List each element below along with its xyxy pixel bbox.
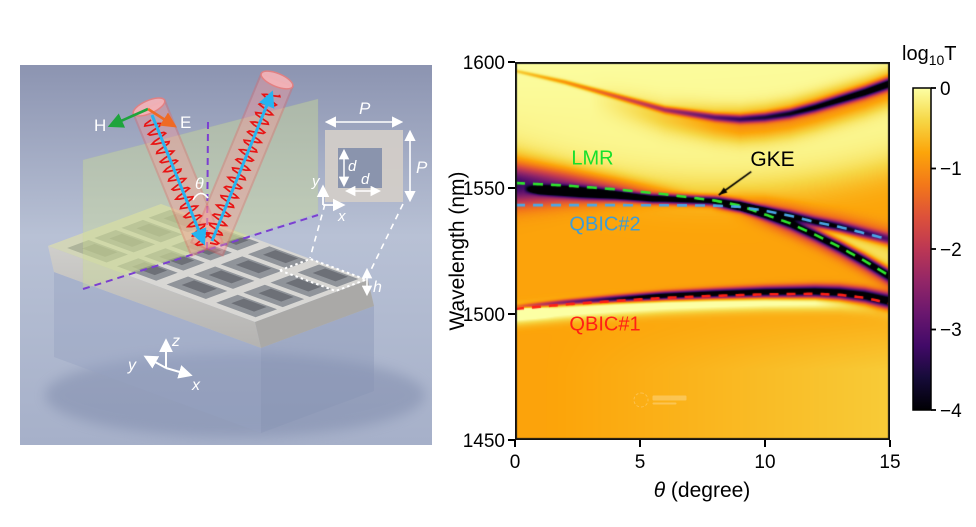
k-arrow-incident: [150, 114, 207, 246]
inset-connector-left-dashed: [309, 203, 326, 259]
xtick-15: 15: [879, 452, 900, 473]
inset-x-label: x: [337, 208, 346, 225]
ytick-1450: 1450: [463, 431, 505, 452]
cbtick-m2: −2: [940, 240, 962, 261]
plane-surface-trace-dashed: [82, 214, 319, 290]
watermark: [633, 392, 687, 408]
xtick-5: 5: [635, 452, 646, 473]
thickness-label: h: [373, 279, 382, 296]
air-hole-floor: [285, 278, 321, 292]
H-label: H: [94, 116, 106, 135]
slab-axes: z x y: [127, 333, 201, 394]
colorbar-title: log10T: [902, 43, 957, 68]
colorbar-ticks: [931, 87, 936, 411]
air-hole-floor: [231, 298, 267, 312]
slab-front-left-face: [48, 246, 261, 348]
k-arrow-reflected: [210, 90, 275, 242]
x-axis-label: θ (degree): [654, 479, 751, 502]
y-axis-ticks: [508, 61, 515, 441]
air-hole-floor: [312, 268, 348, 282]
ytick-1600: 1600: [463, 53, 505, 74]
air-hole-floor: [208, 270, 244, 284]
cbtick-m3: −3: [940, 320, 962, 341]
structure-schematic: H E θ P P d d y x h: [20, 65, 432, 445]
air-hole-floor: [181, 280, 217, 294]
watermark-text-blur: [652, 395, 687, 405]
period-label-right: P: [416, 158, 428, 177]
inset-axes: y x: [311, 173, 346, 225]
photonic-crystal-slab: [48, 204, 374, 348]
colorbar: [912, 87, 932, 411]
slab-green-tint-region: [48, 204, 247, 274]
cbtick-m1: −1: [940, 159, 962, 180]
efield-wave-incident: [143, 119, 212, 247]
air-hole-floor: [235, 260, 272, 274]
d-label-horizontal: d: [361, 171, 370, 188]
E-label: E: [180, 113, 191, 132]
inset-y-label: y: [311, 173, 321, 190]
d-label-vertical: d: [348, 158, 357, 175]
cbtick-m4: −4: [940, 401, 962, 422]
substrate-shadow: [45, 353, 425, 437]
air-hole-floor: [262, 250, 299, 264]
H-arrow: [107, 107, 149, 128]
transmission-heatmap: [515, 62, 890, 440]
slab-y-label: y: [127, 357, 137, 374]
xtick-10: 10: [754, 452, 775, 473]
efield-wave-reflected: [202, 93, 281, 246]
watermark-seal-icon: [633, 392, 649, 408]
theta-arc: [192, 192, 209, 201]
slab-x-label: x: [191, 377, 201, 394]
unit-cell-outline-dotted: [276, 257, 370, 293]
slab-z-label: z: [171, 333, 180, 350]
heatmap-axes: 1600 1550 1500 1450 Wavelength (nm) 0 5 …: [446, 43, 962, 502]
reflected-beam-cap: [260, 70, 294, 90]
inset-connector-right-dashed: [366, 203, 404, 279]
theta-label: θ: [195, 176, 204, 193]
xtick-0: 0: [510, 452, 521, 473]
E-arrow: [147, 107, 177, 128]
ytick-1500: 1500: [463, 305, 505, 326]
air-hole-floor: [258, 288, 294, 302]
cbtick-0: 0: [940, 79, 951, 100]
ytick-1550: 1550: [463, 179, 505, 200]
y-axis-label: Wavelength (nm): [446, 171, 469, 330]
x-axis-ticks: [514, 440, 891, 447]
period-label-top: P: [359, 99, 371, 118]
surface-normal-dashed: [206, 121, 209, 250]
unit-cell-inset: P P d d y x: [311, 99, 428, 225]
slab-front-right-face: [255, 280, 374, 348]
